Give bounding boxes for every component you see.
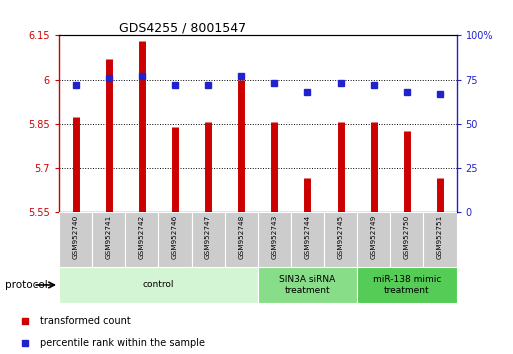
Bar xyxy=(92,212,125,267)
Bar xyxy=(291,212,324,267)
Bar xyxy=(423,212,457,267)
Text: GSM952743: GSM952743 xyxy=(271,215,278,259)
Bar xyxy=(125,212,159,267)
Text: GSM952749: GSM952749 xyxy=(371,215,377,259)
Text: GSM952747: GSM952747 xyxy=(205,215,211,259)
Text: control: control xyxy=(143,280,174,290)
Bar xyxy=(159,212,191,267)
Text: protocol: protocol xyxy=(5,280,48,290)
Text: GSM952745: GSM952745 xyxy=(338,215,344,259)
Bar xyxy=(59,267,258,303)
Text: GSM952740: GSM952740 xyxy=(72,215,78,259)
Text: GDS4255 / 8001547: GDS4255 / 8001547 xyxy=(119,21,246,34)
Text: GSM952748: GSM952748 xyxy=(238,215,244,259)
Text: percentile rank within the sample: percentile rank within the sample xyxy=(40,338,205,348)
Text: GSM952741: GSM952741 xyxy=(106,215,112,259)
Text: SIN3A siRNA
treatment: SIN3A siRNA treatment xyxy=(280,275,336,295)
Text: GSM952744: GSM952744 xyxy=(305,215,310,259)
Bar xyxy=(225,212,258,267)
Bar xyxy=(357,212,390,267)
Text: GSM952750: GSM952750 xyxy=(404,215,410,259)
Text: GSM952751: GSM952751 xyxy=(437,215,443,259)
Bar xyxy=(191,212,225,267)
Bar xyxy=(390,212,423,267)
Bar xyxy=(258,212,291,267)
Text: miR-138 mimic
treatment: miR-138 mimic treatment xyxy=(372,275,441,295)
Bar xyxy=(258,267,357,303)
Text: GSM952746: GSM952746 xyxy=(172,215,178,259)
Text: transformed count: transformed count xyxy=(40,315,131,326)
Bar xyxy=(357,267,457,303)
Bar xyxy=(59,212,92,267)
Text: GSM952742: GSM952742 xyxy=(139,215,145,259)
Bar xyxy=(324,212,357,267)
